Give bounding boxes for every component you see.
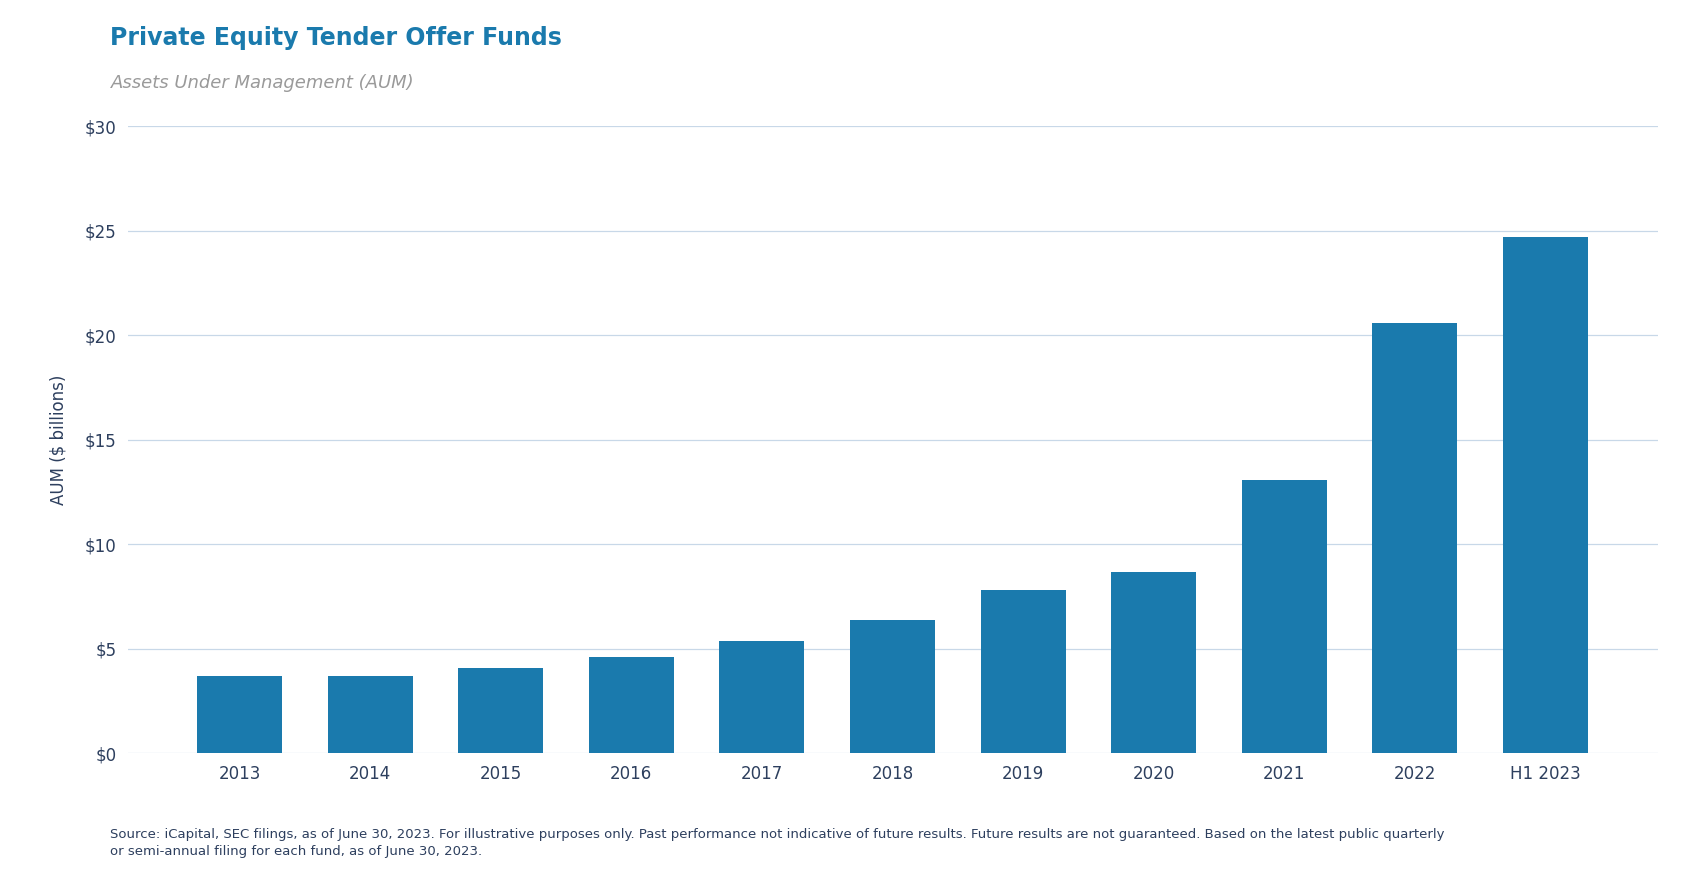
Bar — [588, 658, 673, 753]
Bar — [981, 591, 1066, 753]
Bar — [1112, 571, 1197, 753]
Bar — [459, 668, 542, 753]
Bar — [328, 676, 413, 753]
Bar — [197, 676, 282, 753]
Text: Private Equity Tender Offer Funds: Private Equity Tender Offer Funds — [110, 26, 563, 51]
Bar — [1503, 237, 1588, 753]
Text: Source: iCapital, SEC filings, as of June 30, 2023. For illustrative purposes on: Source: iCapital, SEC filings, as of Jun… — [110, 828, 1445, 858]
Bar — [1243, 480, 1326, 753]
Bar — [1372, 323, 1457, 753]
Text: Assets Under Management (AUM): Assets Under Management (AUM) — [110, 74, 415, 92]
Bar — [719, 640, 804, 753]
Y-axis label: AUM ($ billions): AUM ($ billions) — [49, 375, 68, 505]
Bar — [850, 619, 935, 753]
